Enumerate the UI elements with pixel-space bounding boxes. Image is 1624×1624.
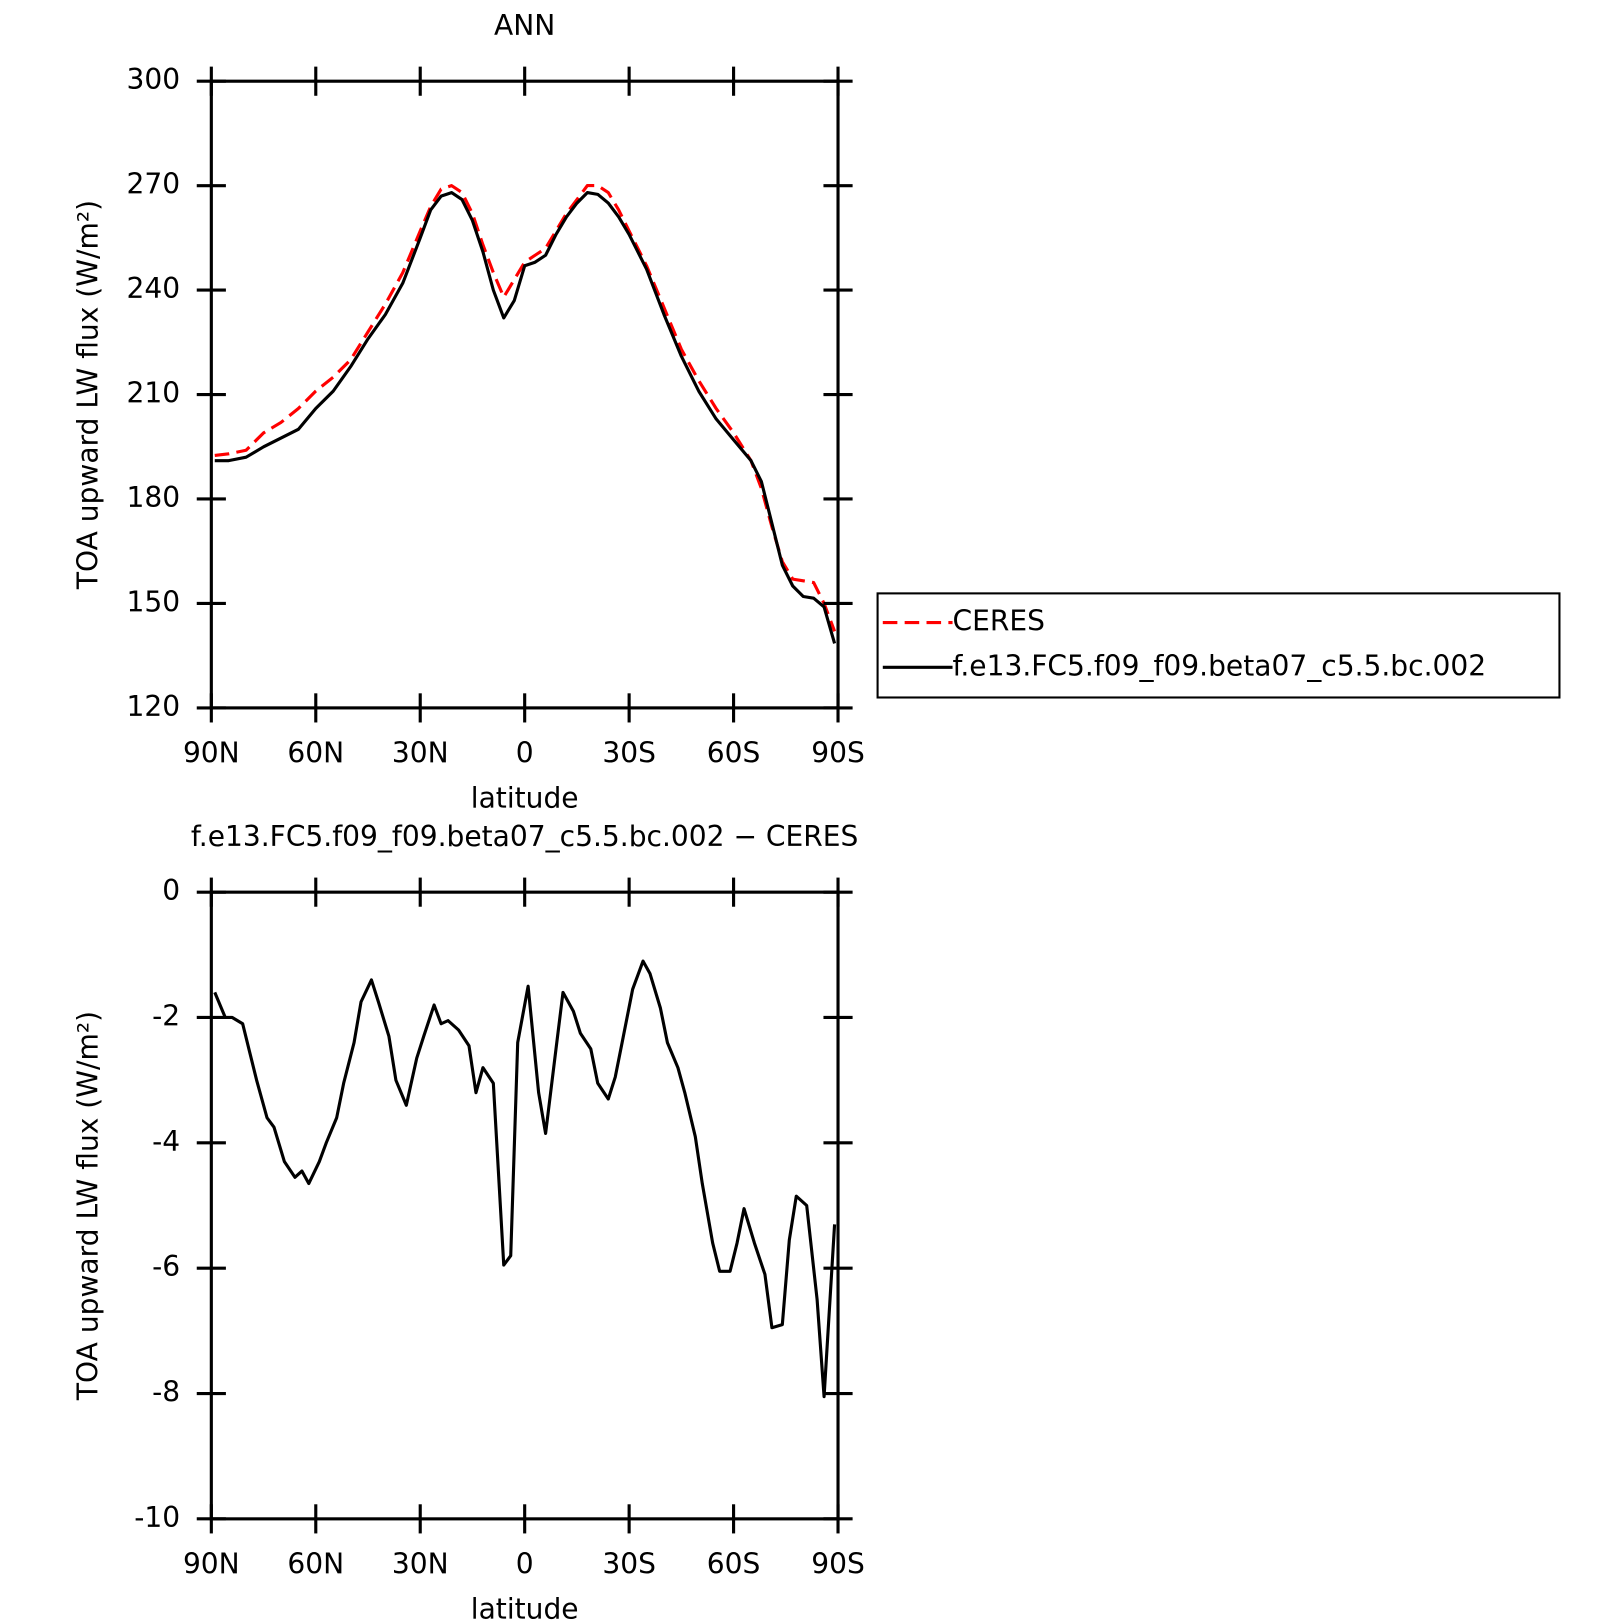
- legend-box: [876, 592, 1561, 699]
- legend-label: f.e13.FC5.f09_f09.beta07_c5.5.bc.002: [953, 649, 1487, 682]
- x-tick-label: 90N: [183, 1548, 240, 1581]
- x-tick-label: 30S: [602, 1548, 656, 1581]
- y-axis-label: TOA upward LW flux (W/m²): [72, 1011, 105, 1401]
- data-line: [214, 184, 837, 632]
- x-axis-label: latitude: [471, 1592, 579, 1624]
- plot-frame: [209, 890, 840, 1521]
- y-tick-label: 270: [126, 168, 180, 201]
- y-tick-label: 0: [162, 874, 180, 907]
- x-tick-label: 90S: [811, 1548, 865, 1581]
- y-tick-label: 180: [126, 481, 180, 514]
- x-tick-label: 30N: [392, 737, 449, 770]
- data-line: [213, 959, 837, 1399]
- y-tick-label: -4: [152, 1125, 180, 1158]
- y-tick-label: 300: [126, 63, 180, 96]
- x-tick-label: 0: [516, 1548, 534, 1581]
- y-tick-label: -2: [152, 999, 180, 1032]
- y-tick-label: -10: [134, 1501, 180, 1534]
- x-axis-label: latitude: [471, 782, 579, 815]
- legend-label: CERES: [953, 605, 1045, 638]
- chart-title: f.e13.FC5.f09_f09.beta07_c5.5.bc.002 − C…: [191, 820, 858, 853]
- x-tick-label: 90S: [811, 737, 865, 770]
- chart-title: ANN: [494, 9, 555, 42]
- x-tick-label: 90N: [183, 737, 240, 770]
- x-tick-label: 60S: [707, 1548, 761, 1581]
- x-tick-label: 60N: [287, 1548, 344, 1581]
- x-tick-label: 30S: [602, 737, 656, 770]
- y-axis-label: TOA upward LW flux (W/m²): [72, 200, 105, 590]
- y-tick-label: 120: [126, 690, 180, 723]
- data-line: [214, 191, 837, 644]
- y-tick-label: 150: [126, 585, 180, 618]
- y-tick-label: -6: [152, 1250, 180, 1283]
- x-tick-label: 60S: [707, 737, 761, 770]
- y-tick-label: 240: [126, 272, 180, 305]
- y-tick-label: -8: [152, 1376, 180, 1409]
- y-tick-label: 210: [126, 377, 180, 410]
- plot-frame: [209, 79, 840, 710]
- x-tick-label: 30N: [392, 1548, 449, 1581]
- x-tick-label: 0: [516, 737, 534, 770]
- x-tick-label: 60N: [287, 737, 344, 770]
